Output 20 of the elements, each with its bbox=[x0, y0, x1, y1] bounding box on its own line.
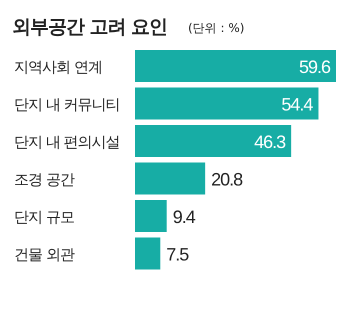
data-label: 20.8 bbox=[211, 170, 244, 190]
bar bbox=[135, 238, 160, 270]
bar bbox=[135, 200, 167, 232]
y-tick-label: 단지 규모 bbox=[14, 208, 74, 226]
data-label: 7.5 bbox=[166, 244, 190, 264]
y-tick-label: 단지 내 커뮤니티 bbox=[14, 96, 120, 114]
data-label: 59.6 bbox=[298, 57, 331, 77]
y-tick-label: 건물 외관 bbox=[14, 246, 75, 264]
y-tick-label: 지역사회 연계 bbox=[14, 58, 102, 76]
chart-subtitle: (단위 : %) bbox=[188, 21, 244, 35]
bar bbox=[135, 125, 292, 157]
data-label: 9.4 bbox=[172, 207, 196, 227]
data-label: 46.3 bbox=[254, 132, 286, 152]
data-label: 54.4 bbox=[281, 94, 314, 114]
bar bbox=[135, 162, 206, 194]
bar bbox=[135, 50, 336, 82]
chart-title: 외부공간 고려 요인 bbox=[12, 16, 168, 38]
y-tick-label: 조경 공간 bbox=[14, 170, 75, 188]
bar bbox=[135, 88, 318, 120]
y-tick-label: 단지 내 편의시설 bbox=[14, 133, 120, 151]
